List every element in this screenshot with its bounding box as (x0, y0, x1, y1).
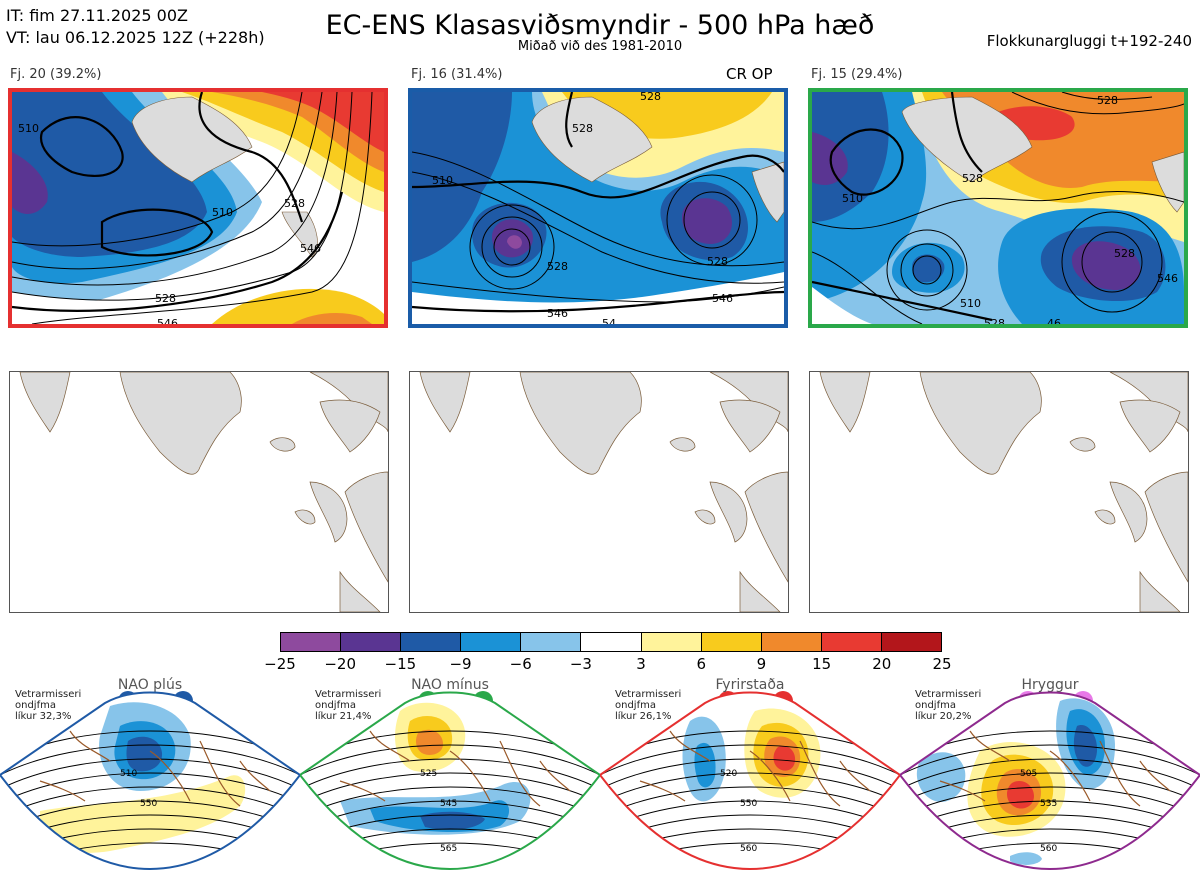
colorbar-tick-label: 20 (872, 655, 892, 673)
contour-label: 528 (707, 255, 728, 268)
regime-note-line: Vetrarmisseri (915, 689, 982, 700)
colorbar-tick-label: −15 (384, 655, 417, 673)
page-title: EC-ENS Klasasviðsmyndir - 500 hPa hæð (325, 10, 875, 41)
cluster-2-label: Fj. 16 (31.4%) (411, 67, 503, 82)
regime-note-line: líkur 26,1% (615, 711, 672, 722)
regime-map: 520 550 560 (600, 691, 900, 871)
regime-note-line: ondjfma (315, 700, 356, 711)
contour-label: 510 (960, 297, 981, 310)
contour-label: 546 (157, 317, 178, 324)
colorbar-swatch (821, 633, 882, 651)
regime-contour-label: 505 (1020, 769, 1037, 779)
regime-name: NAO plús (117, 677, 183, 693)
colorbar-tick-label: 15 (812, 655, 832, 673)
colorbar-swatch (701, 633, 762, 651)
contour-label: 54 (217, 322, 231, 324)
cluster-3-anomaly-map (809, 371, 1189, 613)
colorbar-tick-label: −9 (449, 655, 472, 673)
cluster-2-map: 510 528 528 546 54 546 528 528 (408, 88, 788, 328)
regime-name: Fyrirstaða (715, 677, 785, 693)
regime-note: Vetrarmisseri ondjfma líkur 21,4% (315, 689, 381, 722)
regime-contour-label: 550 (740, 799, 757, 809)
regime-contour-label: 550 (140, 799, 157, 809)
regime-note-line: líkur 32,3% (15, 711, 72, 722)
contour-label: 528 (284, 197, 305, 210)
contour-label: 528 (547, 260, 568, 273)
control-op-tag: CR OP (726, 65, 773, 83)
colorbar-swatch (641, 633, 702, 651)
regime-contour-label: 535 (1040, 799, 1057, 809)
contour-label: 528 (1097, 94, 1118, 107)
colorbar-tick-label: −25 (264, 655, 296, 673)
contour-label: 528 (1114, 247, 1135, 260)
regime-note: Vetrarmisseri ondjfma líkur 32,3% (15, 689, 81, 722)
contour-label: 546 (547, 307, 568, 320)
contour-label: 510 (18, 122, 39, 135)
anomaly-colorbar (280, 632, 942, 652)
colorbar-swatch (761, 633, 822, 651)
colorbar-swatch (521, 633, 582, 651)
contour-label: 510 (842, 192, 863, 205)
colorbar-swatch (461, 633, 522, 651)
regime-note-line: líkur 21,4% (315, 711, 372, 722)
contour-label: 528 (155, 292, 176, 305)
cluster-2-anomaly-map (409, 371, 789, 613)
regime-note-line: Vetrarmisseri (15, 689, 82, 700)
colorbar-tick-label: 25 (932, 655, 952, 673)
cluster-window: Flokkunargluggi t+192-240 (986, 32, 1192, 50)
initial-time: IT: fim 27.11.2025 00Z (6, 6, 188, 25)
colorbar-tick-label: 6 (696, 655, 707, 673)
regime-map: 505 535 560 (900, 691, 1200, 871)
regime-contour-label: 560 (740, 844, 757, 854)
regime-contour-label: 525 (420, 769, 437, 779)
regime-name: Hryggur (1021, 677, 1079, 693)
header-info: IT: fim 27.11.2025 00Z VT: lau 06.12.202… (6, 5, 265, 49)
colorbar-swatch (341, 633, 402, 651)
contour-label: 546 (712, 292, 733, 305)
cluster-1-anomaly-map (9, 371, 389, 613)
colorbar-tick-label: −20 (324, 655, 356, 673)
page-subtitle: Miðað við des 1981-2010 (517, 39, 683, 54)
regime-contour-label: 520 (720, 769, 737, 779)
contour-label: 528 (640, 92, 661, 103)
colorbar-tick-label: 3 (636, 655, 646, 673)
contour-label: 528 (984, 317, 1005, 324)
contour-label: 546 (300, 242, 321, 255)
contour-label: 528 (962, 172, 983, 185)
regime-note: Vetrarmisseri ondjfma líkur 26,1% (615, 689, 681, 722)
contour-label: 510 (212, 206, 233, 219)
contour-label: 54 (602, 317, 616, 324)
regime-contour-label: 510 (120, 769, 137, 779)
cluster-1-label: Fj. 20 (39.2%) (10, 67, 102, 82)
regime-note-line: ondjfma (615, 700, 656, 711)
regime-map: 525 545 565 (300, 691, 600, 871)
regime-contour-label: 545 (440, 799, 457, 809)
regime-note-line: líkur 20,2% (915, 711, 972, 722)
regime-contour-label: 565 (440, 844, 457, 854)
regime-note-line: ondjfma (15, 700, 56, 711)
regime-note-line: Vetrarmisseri (315, 689, 382, 700)
regime-note: Vetrarmisseri ondjfma líkur 20,2% (915, 689, 981, 722)
colorbar-swatch (401, 633, 462, 651)
contour-label: 528 (572, 122, 593, 135)
colorbar-tick-label: −3 (569, 655, 592, 673)
colorbar-swatch (281, 633, 342, 651)
colorbar-tick-label: 9 (756, 655, 767, 673)
colorbar-swatch (881, 633, 942, 651)
regime-contour-label: 560 (1040, 844, 1057, 854)
contour-label: 546 (1157, 272, 1178, 285)
cluster-3-map: 528 510 528 546 510 528 46 528 (808, 88, 1188, 328)
regime-note-line: ondjfma (915, 700, 956, 711)
valid-time: VT: lau 06.12.2025 12Z (+228h) (6, 28, 265, 47)
regime-note-line: Vetrarmisseri (615, 689, 682, 700)
contour-label: 46 (1047, 317, 1061, 324)
regime-name: NAO mínus (411, 677, 489, 693)
regime-map: 510 550 (0, 691, 300, 871)
contour-label: 510 (432, 174, 453, 187)
cluster-1-map: 510 510 528 546 54 528 546 (8, 88, 388, 328)
colorbar-swatch (581, 633, 642, 651)
cluster-3-label: Fj. 15 (29.4%) (811, 67, 903, 82)
colorbar-tick-label: −6 (509, 655, 532, 673)
